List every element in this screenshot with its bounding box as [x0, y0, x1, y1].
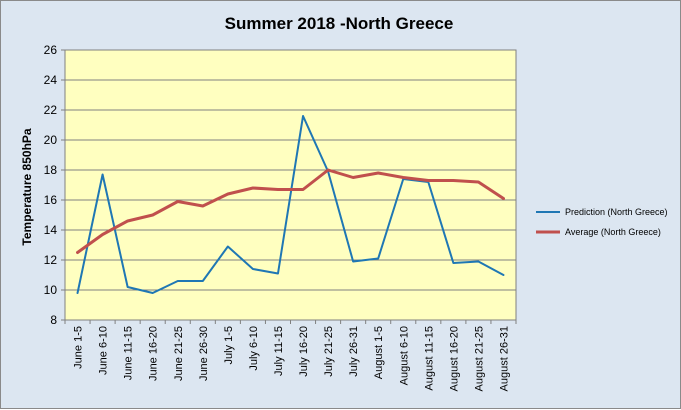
data-point: [302, 189, 304, 190]
data-point: [352, 261, 354, 262]
data-point: [477, 261, 479, 262]
data-point: [202, 280, 204, 282]
data-point: [177, 280, 179, 282]
x-tick-label: August 1-5: [373, 326, 385, 379]
data-point: [452, 262, 454, 264]
plot-background: [64, 49, 517, 321]
x-tick-label: July 26-31: [348, 326, 360, 377]
data-point: [427, 180, 429, 181]
data-point: [202, 205, 204, 207]
data-point: [477, 181, 479, 183]
series-line-1: [76, 115, 505, 294]
y-tick-label: 20: [44, 133, 58, 147]
data-point: [327, 169, 329, 171]
data-point: [77, 292, 79, 294]
x-tick-label: August 16-20: [448, 326, 460, 391]
y-tick-label: 12: [44, 253, 58, 267]
data-point: [377, 172, 379, 174]
x-tick-label: June 21-25: [173, 326, 185, 381]
data-point: [277, 189, 279, 190]
y-tick-label: 10: [44, 283, 58, 297]
data-point: [102, 174, 104, 175]
series-line-2: [76, 168, 505, 254]
x-tick-label: July 21-25: [323, 326, 335, 377]
x-tick-label: July 6-10: [248, 326, 260, 371]
data-point: [452, 180, 454, 181]
y-axis-label: Temperature 850hPa: [20, 128, 34, 245]
x-tick-label: June 11-15: [123, 326, 135, 380]
data-point: [352, 177, 354, 178]
y-tick-label: 22: [44, 103, 58, 117]
data-point: [152, 214, 154, 216]
data-point: [502, 198, 504, 199]
y-tick-label: 24: [44, 73, 58, 87]
data-point: [77, 252, 79, 253]
legend-entry: Average (North Greece): [565, 227, 661, 237]
x-tick-label: July 1-5: [223, 326, 235, 365]
y-tick-label: 16: [44, 193, 58, 207]
legend: Prediction (North Greece) Average (North …: [536, 207, 668, 237]
x-tick-label: July 11-15: [273, 326, 285, 376]
x-tick-label: July 16-20: [298, 326, 310, 377]
data-point: [252, 268, 254, 270]
data-point: [227, 246, 229, 247]
x-tick-label: June 6-10: [98, 326, 110, 375]
data-point: [152, 292, 154, 294]
data-point: [227, 193, 229, 195]
x-tick-label: June 26-30: [198, 326, 210, 381]
y-tick-label: 18: [44, 163, 58, 177]
x-tick-label: August 6-10: [398, 326, 410, 385]
data-point: [377, 258, 379, 259]
data-point: [102, 234, 104, 235]
x-tick-label: August 21-25: [473, 326, 485, 391]
y-tick-label: 14: [44, 223, 58, 237]
x-tick-label: August 26-31: [498, 326, 510, 391]
data-point: [277, 273, 279, 274]
x-tick-label: June 16-20: [148, 326, 160, 381]
data-point: [302, 115, 304, 117]
chart-title: Summer 2018 -North Greece: [225, 14, 454, 33]
x-tick-label: June 1-5: [73, 326, 85, 369]
data-point: [127, 220, 129, 222]
data-point: [252, 187, 254, 189]
x-tick-label: August 11-15: [423, 326, 435, 391]
y-tick-label: 8: [50, 313, 57, 327]
data-point: [177, 201, 179, 202]
plot-area: 8 10 12 14 16 18 20 22 24 26 June 1-5 June 6-10 June…: [44, 43, 517, 391]
data-point: [127, 286, 129, 288]
y-tick-label: 26: [44, 43, 58, 57]
data-point: [502, 274, 504, 276]
legend-entry: Prediction (North Greece): [565, 207, 668, 217]
data-point: [402, 177, 404, 178]
